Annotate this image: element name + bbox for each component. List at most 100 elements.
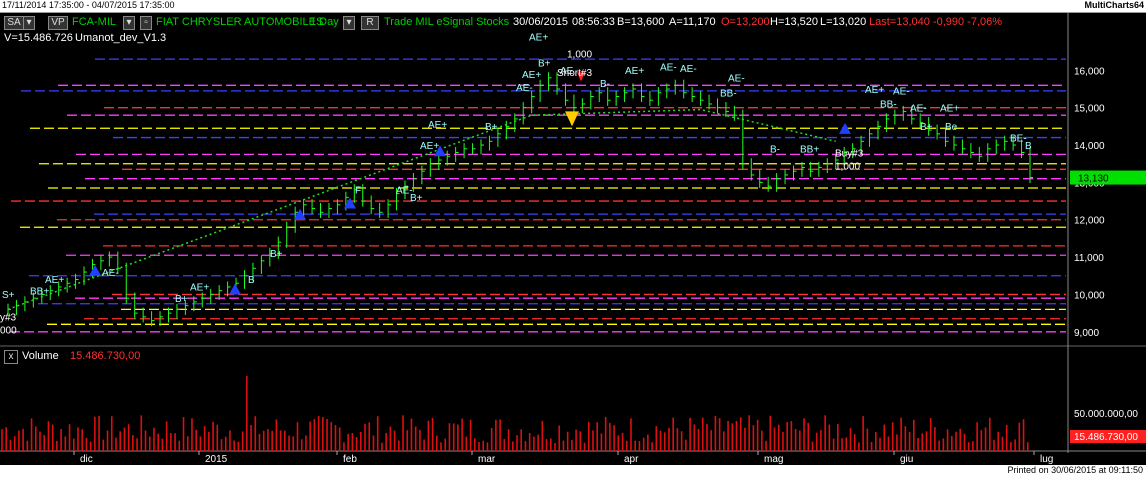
- chart-area[interactable]: AE+ AE+ AE- B+ AE B- AE+ AE- AE- AE- BB- AE+ AE+ B+ AE…: [0, 13, 1146, 465]
- sa-button[interactable]: SA: [4, 16, 24, 30]
- signal-label: BB+: [30, 286, 49, 297]
- price-bar: [573, 94, 577, 114]
- price-bar: [184, 300, 189, 315]
- price-bar: [252, 262, 256, 282]
- price-bar: [336, 199, 341, 215]
- price-axis-tick: 10,000: [1074, 290, 1105, 301]
- price-bar: [320, 202, 324, 218]
- short-order-qty: 1,000: [567, 49, 592, 60]
- price-bar: [176, 303, 180, 319]
- price-bar: [455, 146, 459, 162]
- price-bar: [505, 120, 510, 140]
- price-bar: [674, 79, 679, 95]
- signal-label: AE-: [396, 186, 413, 197]
- price-bar: [607, 87, 611, 106]
- volume-readout: V=15.486.726: [4, 32, 73, 44]
- signal-label: BE-: [1010, 133, 1027, 144]
- app-name: MultiCharts64: [1084, 0, 1144, 10]
- price-bar: [125, 262, 130, 304]
- price-bar: [227, 281, 231, 297]
- price-bar: [548, 72, 552, 91]
- price-axis-tick: 16,000: [1074, 66, 1105, 77]
- price-bar: [243, 270, 248, 289]
- symbol-dropdown-icon[interactable]: ▾: [123, 16, 135, 30]
- trend-line: [7, 108, 836, 311]
- r-button[interactable]: R: [361, 16, 379, 30]
- price-bar: [429, 158, 434, 177]
- signal-label: Be: [945, 122, 958, 133]
- price-bar: [404, 180, 408, 200]
- close-volume-pane-icon[interactable]: x: [4, 350, 18, 364]
- time-axis-tick: mag: [764, 454, 783, 465]
- price-bar: [303, 199, 307, 218]
- left-edge-qty: 000: [0, 326, 17, 337]
- price-bar: [108, 251, 113, 267]
- time-axis-tick: feb: [343, 454, 357, 465]
- price-bar: [362, 184, 366, 207]
- strategy-name: Umanot_dev_V1.3: [75, 32, 167, 44]
- buy-signal-arrow-icon: [434, 145, 446, 157]
- price-bar: [784, 169, 789, 185]
- sa-dropdown-icon[interactable]: ▾: [23, 16, 35, 30]
- price-bar: [353, 184, 358, 203]
- signal-label: B+: [175, 294, 188, 305]
- price-bar: [961, 139, 966, 155]
- price-bar: [210, 288, 214, 304]
- price-bar: [15, 300, 20, 315]
- market-info: Trade MIL eSignal Stocks: [384, 16, 510, 28]
- time-axis-tick: apr: [624, 454, 639, 465]
- price-bar: [919, 113, 924, 129]
- symbol-label: FCA-MIL: [72, 16, 116, 28]
- price-bar: [945, 128, 949, 147]
- signal-label: AE-: [660, 62, 677, 73]
- price-axis-tick: 11,000: [1074, 253, 1104, 264]
- signal-label: B-: [600, 79, 610, 90]
- price-bar: [1021, 139, 1025, 159]
- signal-label: AE+: [190, 283, 209, 294]
- price-bar: [826, 158, 831, 174]
- signal-label: BB-: [880, 100, 897, 111]
- price-bar: [649, 90, 653, 106]
- price-bar: [480, 139, 484, 155]
- high-value: H=13,520: [770, 16, 819, 28]
- signal-label: AE-: [893, 87, 910, 98]
- left-edge-label: y#3: [0, 313, 17, 324]
- buy-signal-arrow-icon: [89, 264, 101, 276]
- price-bar: [75, 273, 79, 289]
- price-bar: [142, 307, 147, 323]
- price-bar: [640, 83, 645, 103]
- signal-label: AE+: [529, 32, 548, 43]
- printed-note: Printed on 30/06/2015 at 09:11:50: [1007, 465, 1143, 475]
- price-bar: [117, 251, 121, 274]
- price-bar: [818, 161, 822, 177]
- signal-label: AE+: [625, 66, 644, 77]
- chart-canvas[interactable]: AE+AE+AE-B+AEB-AE+ AE- AE-AE-BB-AE+AE+B+AE…: [0, 13, 1146, 465]
- signal-label: AE-: [910, 103, 927, 114]
- interval-dropdown-icon[interactable]: ▾: [343, 16, 355, 30]
- signal-label: B+: [270, 249, 283, 260]
- price-bar: [556, 72, 561, 95]
- signal-label: AE+: [420, 141, 439, 152]
- signal-label: F: [355, 186, 361, 197]
- price-bar: [370, 195, 375, 215]
- vp-button[interactable]: VP: [48, 16, 68, 30]
- price-bar: [134, 292, 138, 319]
- price-bar: [708, 94, 713, 110]
- signal-label: B+: [485, 122, 498, 133]
- price-bar: [970, 143, 974, 159]
- price-bar: [869, 128, 873, 147]
- price-bar: [776, 173, 780, 192]
- interval-label: 1 Day: [310, 16, 339, 28]
- price-bar: [894, 109, 898, 125]
- price-bar: [852, 143, 856, 159]
- signal-label: AE-: [102, 268, 119, 279]
- volume-pane-title: Volume: [22, 350, 59, 362]
- price-bar: [953, 135, 957, 151]
- price-bar: [733, 105, 738, 121]
- lock-icon[interactable]: ▫: [140, 16, 152, 30]
- price-bar: [767, 176, 772, 192]
- price-bar: [151, 311, 155, 327]
- status-footer: Printed on 30/06/2015 at 09:11:50: [0, 465, 1146, 477]
- signal-label: AE+: [45, 275, 64, 286]
